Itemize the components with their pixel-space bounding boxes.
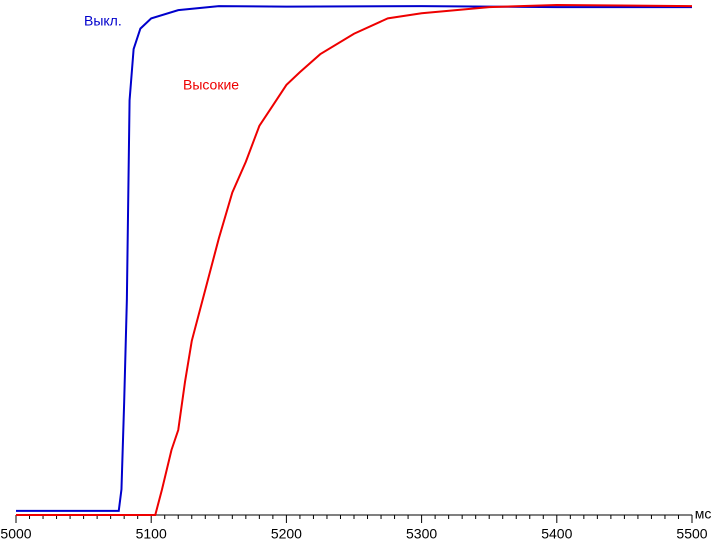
x-tick-label: 5000 (0, 526, 31, 542)
series-label: Выкл. (84, 13, 122, 29)
x-axis-label: мс (695, 506, 712, 522)
x-tick-label: 5400 (541, 526, 572, 542)
line (16, 4, 693, 516)
series-label: Высокие (183, 77, 239, 93)
x-tick-label: 5100 (136, 526, 167, 542)
x-tick-label: 5300 (406, 526, 437, 542)
x-tick-label: 5500 (676, 526, 707, 542)
x-tick-label: 5200 (271, 526, 302, 542)
line (16, 5, 692, 512)
